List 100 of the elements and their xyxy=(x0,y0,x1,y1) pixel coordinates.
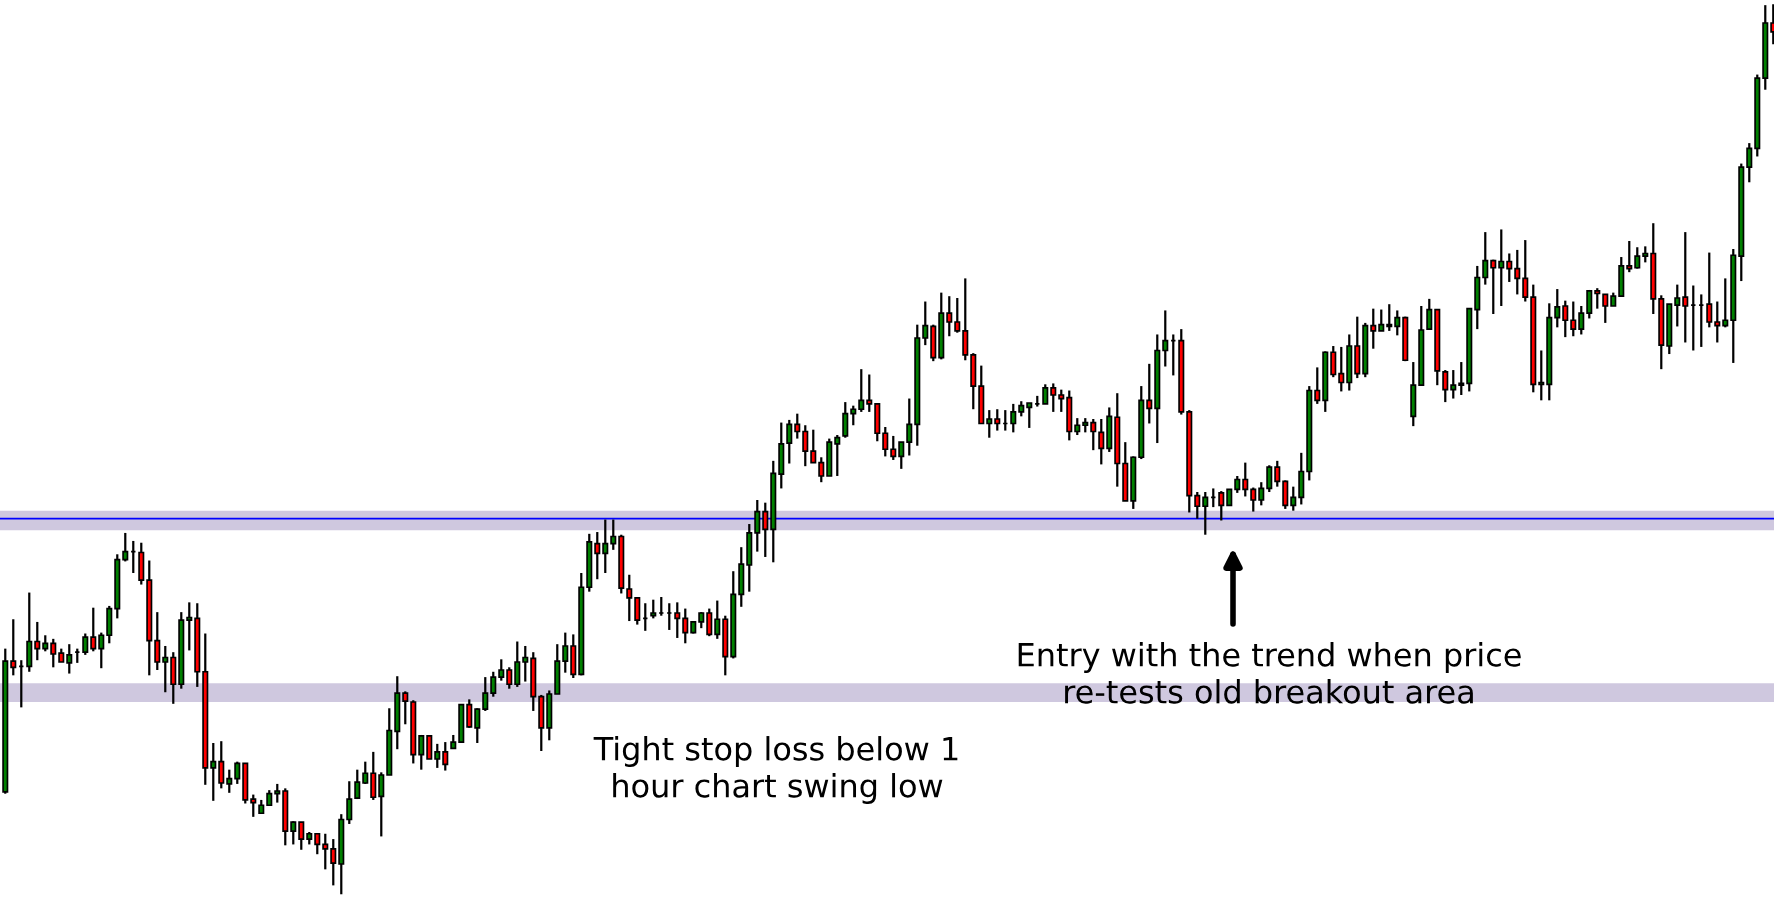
candlestick xyxy=(426,735,433,760)
candlestick xyxy=(794,412,801,440)
candlestick xyxy=(1490,258,1497,316)
candlestick xyxy=(466,698,473,729)
candlestick xyxy=(482,676,489,713)
candlestick xyxy=(1746,142,1753,184)
candlestick xyxy=(1626,239,1633,274)
candlestick xyxy=(1602,293,1609,324)
candlestick xyxy=(490,670,497,698)
annotation: Tight stop loss below 1 hour chart swing low xyxy=(593,736,958,804)
candlestick xyxy=(1162,309,1169,368)
candlestick xyxy=(154,611,161,672)
candlestick xyxy=(1450,368,1457,400)
candlestick xyxy=(594,530,601,581)
candlestick xyxy=(1202,490,1209,536)
candlestick xyxy=(1266,464,1273,494)
candlestick xyxy=(898,441,905,470)
candlestick xyxy=(1674,283,1681,328)
candlestick xyxy=(234,760,241,786)
candlestick xyxy=(330,837,337,887)
candlestick xyxy=(634,595,641,626)
candlestick xyxy=(954,296,961,334)
candlestick xyxy=(66,643,73,675)
candlestick xyxy=(1586,288,1593,320)
candlestick xyxy=(1538,349,1545,402)
candlestick xyxy=(1010,402,1017,434)
candlestick xyxy=(906,397,913,457)
candlestick xyxy=(522,644,529,683)
candlestick xyxy=(378,771,385,838)
candlestick xyxy=(1290,485,1297,512)
candlestick xyxy=(1050,382,1057,413)
candlestick xyxy=(562,631,569,674)
candlestick xyxy=(434,742,441,769)
candlestick xyxy=(346,780,353,826)
candlestick xyxy=(850,404,857,427)
candlestick xyxy=(1442,368,1449,404)
candlestick xyxy=(322,832,329,871)
candlestick xyxy=(314,832,321,856)
candlestick xyxy=(218,740,225,790)
candlestick xyxy=(626,573,633,623)
candlestick xyxy=(50,637,57,669)
candlestick xyxy=(1570,300,1577,338)
candlestick xyxy=(1042,383,1049,405)
candlestick xyxy=(122,531,129,563)
candlestick xyxy=(674,601,681,640)
candlestick xyxy=(1426,297,1433,332)
candlestick xyxy=(714,599,721,640)
candlestick xyxy=(994,408,1001,432)
candlestick xyxy=(706,607,713,638)
candlestick xyxy=(1562,299,1569,339)
candlestick xyxy=(818,456,825,484)
candlestick xyxy=(922,300,929,347)
candlestick xyxy=(1250,486,1257,513)
candlestick xyxy=(290,820,297,846)
candlestick xyxy=(1274,459,1281,488)
candlestick xyxy=(250,793,257,818)
candlestick xyxy=(834,433,841,478)
candlestick xyxy=(442,740,449,772)
candlestick xyxy=(866,373,873,413)
candlestick xyxy=(362,760,369,786)
candlestick xyxy=(946,295,953,338)
candlestick xyxy=(210,741,217,802)
candlestick xyxy=(1506,252,1513,284)
candlestick xyxy=(1482,231,1489,286)
candlestick xyxy=(1594,287,1601,310)
candlestick xyxy=(1722,277,1729,329)
candlestick xyxy=(1394,309,1401,337)
candlestick xyxy=(1634,246,1641,270)
annotation: Entry with the trend when price re-tests old breakout area xyxy=(1018,642,1521,704)
candlestick xyxy=(186,601,193,652)
candlestick xyxy=(762,501,769,559)
candlestick xyxy=(298,821,305,851)
candlestick xyxy=(474,707,481,745)
candlestick xyxy=(1026,401,1033,430)
candlestick xyxy=(610,518,617,551)
candlestick xyxy=(90,606,97,653)
candlestick xyxy=(1514,248,1521,296)
candlestick xyxy=(1258,481,1265,507)
candlestick xyxy=(354,768,361,801)
candlestick xyxy=(1090,417,1097,452)
candlestick xyxy=(34,620,41,662)
candlestick xyxy=(1218,489,1225,522)
candlestick xyxy=(1146,362,1153,425)
candlestick xyxy=(226,768,233,794)
candlestick xyxy=(418,733,425,771)
candlestick xyxy=(162,644,169,694)
candlestick xyxy=(98,631,105,670)
candlestick xyxy=(82,632,89,656)
candlestick xyxy=(1098,417,1105,466)
candlestick xyxy=(802,424,809,468)
candlestick xyxy=(1714,300,1721,344)
candlestick xyxy=(842,400,849,439)
candlestick xyxy=(682,607,689,645)
candlestick xyxy=(602,518,609,575)
candlestick xyxy=(1194,490,1201,520)
candlestick xyxy=(274,782,281,804)
candlestick xyxy=(882,425,889,458)
candlestick xyxy=(1578,304,1585,336)
candlestick xyxy=(986,409,993,439)
candlestick xyxy=(1458,360,1465,397)
